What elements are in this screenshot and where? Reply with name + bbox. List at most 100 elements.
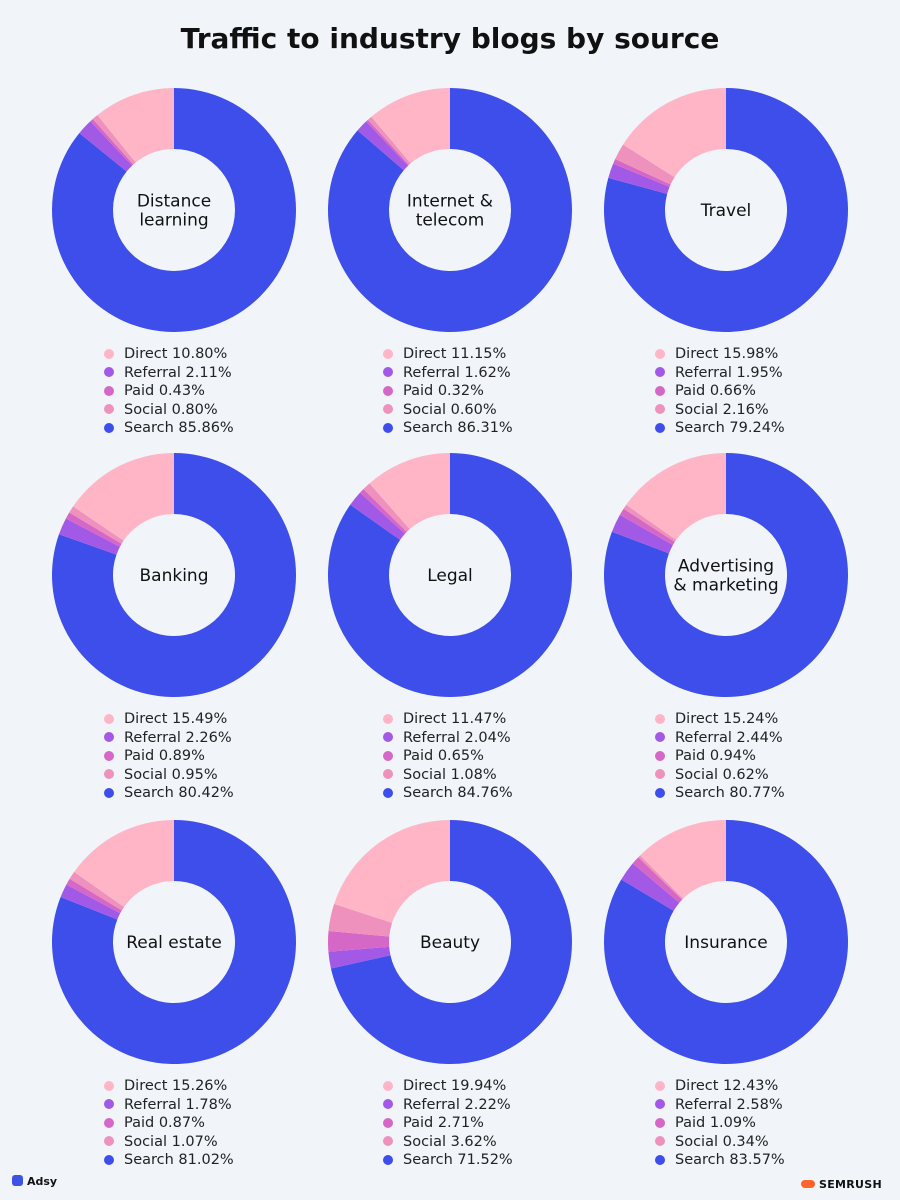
slice-search: [603, 820, 848, 1064]
legend-item-direct: Direct 11.15%: [383, 345, 513, 364]
legend-label: Direct 15.98%: [675, 346, 779, 362]
slice-referral: [79, 121, 133, 172]
slice-search: [327, 453, 572, 697]
legend-item-referral: Referral 2.44%: [655, 729, 785, 748]
legend-distance-learning: Direct 10.80% Referral 2.11% Paid 0.43% Soc…: [104, 345, 234, 438]
legend-item-referral: Referral 1.78%: [104, 1096, 234, 1115]
legend-dot-icon: [383, 1080, 393, 1091]
slice-direct: [334, 820, 450, 923]
legend-dot-icon: [383, 787, 393, 798]
legend-label: Social 0.62%: [675, 766, 769, 783]
legend-dot-icon: [655, 1154, 665, 1165]
legend-label: Paid 0.43%: [124, 383, 205, 399]
legend-item-search: Search 80.42%: [104, 784, 234, 803]
slice-social: [367, 116, 411, 165]
slice-direct: [640, 820, 726, 899]
slice-referral: [608, 163, 670, 194]
slice-social: [92, 115, 136, 165]
legend-label: Referral 2.26%: [124, 729, 232, 746]
legend-label: Direct 19.94%: [403, 1078, 507, 1094]
legend-item-referral: Referral 2.04%: [383, 729, 513, 748]
legend-dot-icon: [655, 422, 665, 433]
slice-search: [604, 88, 848, 332]
legend-item-referral: Referral 1.62%: [383, 364, 513, 383]
slice-paid: [632, 857, 683, 903]
legend-label: Social 0.95%: [124, 766, 218, 783]
legend-item-social: Social 1.08%: [383, 766, 513, 785]
adsy-logo: Adsy: [12, 1175, 57, 1188]
legend-item-referral: Referral 2.11%: [104, 364, 234, 383]
semrush-brand-text: SEMRUSH: [818, 1178, 882, 1191]
legend-dot-icon: [655, 769, 665, 779]
chart-center-label: & marketing: [673, 576, 778, 596]
legend-label: Paid 0.94%: [675, 748, 756, 764]
legend-dot-icon: [655, 1099, 665, 1109]
legend-label: Referral 2.04%: [403, 729, 511, 746]
legend-real-estate: Direct 15.26% Referral 1.78% Paid 0.87% Soc…: [104, 1077, 234, 1170]
legend-label: Social 2.16%: [675, 401, 769, 418]
legend-item-referral: Referral 2.26%: [104, 729, 234, 748]
legend-dot-icon: [104, 1080, 114, 1091]
legend-dot-icon: [383, 769, 393, 779]
slice-paid: [90, 118, 134, 166]
legend-item-direct: Direct 10.80%: [104, 345, 234, 364]
chart-center-label: learning: [139, 211, 208, 231]
legend-dot-icon: [383, 348, 393, 359]
legend-dot-icon: [655, 404, 665, 414]
slice-search: [330, 820, 572, 1064]
slice-referral: [611, 514, 673, 554]
legend-dot-icon: [383, 713, 393, 724]
chart-center-label: Internet &: [407, 192, 493, 212]
legend-dot-icon: [104, 1136, 114, 1146]
legend-label: Paid 0.66%: [675, 383, 756, 399]
slice-social: [69, 506, 124, 544]
legend-label: Direct 11.47%: [403, 711, 507, 727]
legend-item-search: Search 84.76%: [383, 784, 513, 803]
legend-label: Search 81.02%: [124, 1152, 234, 1168]
legend-dot-icon: [655, 1117, 665, 1128]
legend-dot-icon: [104, 385, 114, 396]
semrush-logo: SEMRUSH: [800, 1178, 882, 1191]
legend-label: Direct 12.43%: [675, 1078, 779, 1094]
chart-center-label: Travel: [700, 201, 752, 221]
legend-dot-icon: [383, 732, 393, 742]
legend-item-paid: Paid 0.66%: [655, 382, 785, 401]
chart-center-label: Insurance: [684, 933, 767, 953]
legend-item-search: Search 71.52%: [383, 1151, 513, 1170]
slice-paid: [360, 489, 407, 534]
legend-label: Search 79.24%: [675, 420, 785, 436]
adsy-logo-icon: [12, 1175, 23, 1186]
slice-search: [604, 453, 848, 697]
slice-paid: [65, 512, 122, 547]
legend-item-direct: Direct 19.94%: [383, 1077, 513, 1096]
slice-referral: [350, 492, 406, 540]
slice-social: [638, 855, 684, 900]
legend-advertising-marketing: Direct 15.24% Referral 2.44% Paid 0.94% Soc…: [655, 710, 785, 803]
legend-item-direct: Direct 15.49%: [104, 710, 234, 729]
legend-item-direct: Direct 11.47%: [383, 710, 513, 729]
legend-item-social: Social 0.62%: [655, 766, 785, 785]
slice-direct: [73, 453, 174, 541]
legend-legal: Direct 11.47% Referral 2.04% Paid 0.65% Soc…: [383, 710, 513, 803]
slice-search: [327, 88, 572, 332]
legend-item-paid: Paid 0.94%: [655, 747, 785, 766]
legend-item-social: Social 0.95%: [104, 766, 234, 785]
legend-label: Search 83.57%: [675, 1152, 785, 1168]
slice-social: [328, 903, 393, 937]
slice-direct: [97, 88, 174, 163]
legend-dot-icon: [104, 422, 114, 433]
legend-label: Referral 1.62%: [403, 364, 511, 381]
legend-label: Direct 15.26%: [124, 1078, 228, 1094]
slice-direct: [369, 453, 450, 530]
chart-center-label: telecom: [416, 211, 485, 231]
legend-item-social: Social 0.34%: [655, 1133, 785, 1152]
slice-social: [363, 483, 410, 533]
legend-dot-icon: [383, 1099, 393, 1109]
legend-item-referral: Referral 2.58%: [655, 1096, 785, 1115]
slice-direct: [371, 88, 450, 164]
legend-dot-icon: [383, 422, 393, 433]
